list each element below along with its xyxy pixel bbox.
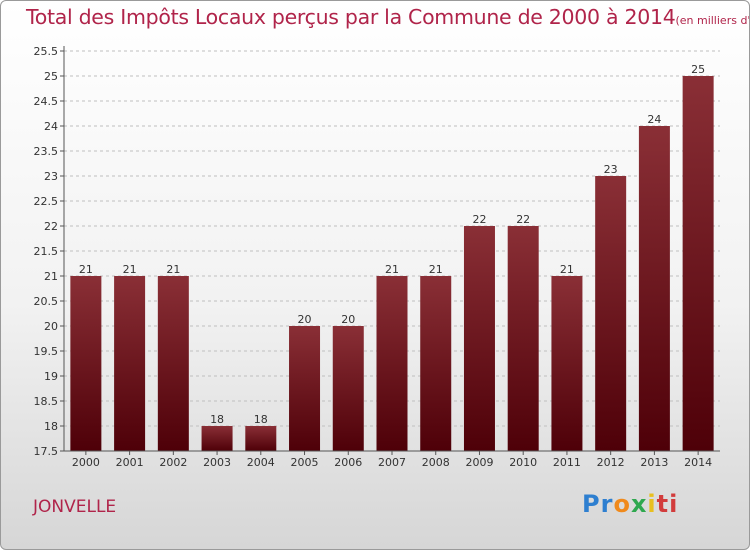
y-tick-label: 23 [44,170,58,183]
bar-value-label: 20 [298,313,312,326]
y-tick-label: 17.5 [34,445,59,458]
x-tick-label: 2008 [422,456,450,469]
logo-letter: i [647,490,657,518]
x-tick-label: 2004 [247,456,275,469]
bar-value-label: 21 [429,263,443,276]
x-tick-label: 2003 [203,456,231,469]
y-tick-label: 22 [44,220,58,233]
y-tick-label: 24 [44,120,58,133]
bar [332,326,364,451]
bar-value-label: 18 [254,413,268,426]
chart-title-text: Total des Impôts Locaux perçus par la Co… [26,5,676,29]
logo-letter: P [582,490,601,518]
x-tick-label: 2011 [553,456,581,469]
logo-letter: x [630,490,648,518]
x-tick-label: 2013 [640,456,668,469]
y-tick-label: 20.5 [34,295,59,308]
proxiti-logo[interactable]: Proxiti [582,490,678,518]
bar [463,226,495,451]
bar [682,76,714,451]
bar [70,276,102,451]
bar-value-label: 21 [560,263,574,276]
bar [289,326,321,451]
bar-value-label: 24 [647,113,661,126]
bar-value-label: 21 [385,263,399,276]
y-tick-label: 18 [44,420,58,433]
bar [551,276,583,451]
bar [595,176,627,451]
y-tick-label: 19 [44,370,58,383]
y-tick-label: 20 [44,320,58,333]
x-tick-label: 2007 [378,456,406,469]
x-tick-label: 2012 [597,456,625,469]
bar-value-label: 21 [123,263,137,276]
logo-letter: o [613,490,631,518]
commune-name: JONVELLE [33,497,117,517]
y-tick-label: 25 [44,70,58,83]
bar [376,276,408,451]
x-tick-label: 2005 [291,456,319,469]
bar [201,426,233,451]
bar-value-label: 22 [472,213,486,226]
x-tick-label: 2000 [72,456,100,469]
logo-letter: r [600,490,614,518]
bar-value-label: 21 [166,263,180,276]
y-tick-label: 24.5 [34,95,59,108]
chart-title: Total des Impôts Locaux perçus par la Co… [26,5,750,29]
x-tick-label: 2014 [684,456,712,469]
y-tick-label: 21.5 [34,245,59,258]
y-tick-label: 22.5 [34,195,59,208]
x-tick-label: 2001 [116,456,144,469]
y-tick-label: 25.5 [34,45,59,58]
chart-unit: (en milliers d'€) [675,14,750,27]
x-tick-label: 2002 [159,456,187,469]
bar [114,276,146,451]
bar [157,276,189,451]
bar [507,226,539,451]
bar-value-label: 25 [691,63,705,76]
bar-value-label: 18 [210,413,224,426]
bar [638,126,670,451]
bar-value-label: 22 [516,213,530,226]
bar [245,426,277,451]
bar-value-label: 20 [341,313,355,326]
x-tick-label: 2010 [509,456,537,469]
x-tick-label: 2009 [465,456,493,469]
logo-letter: ti [656,490,679,518]
bar-value-label: 21 [79,263,93,276]
y-tick-label: 19.5 [34,345,59,358]
y-tick-label: 23.5 [34,145,59,158]
bar [420,276,452,451]
y-tick-label: 21 [44,270,58,283]
bar-value-label: 23 [604,163,618,176]
y-tick-label: 18.5 [34,395,59,408]
x-tick-label: 2006 [334,456,362,469]
